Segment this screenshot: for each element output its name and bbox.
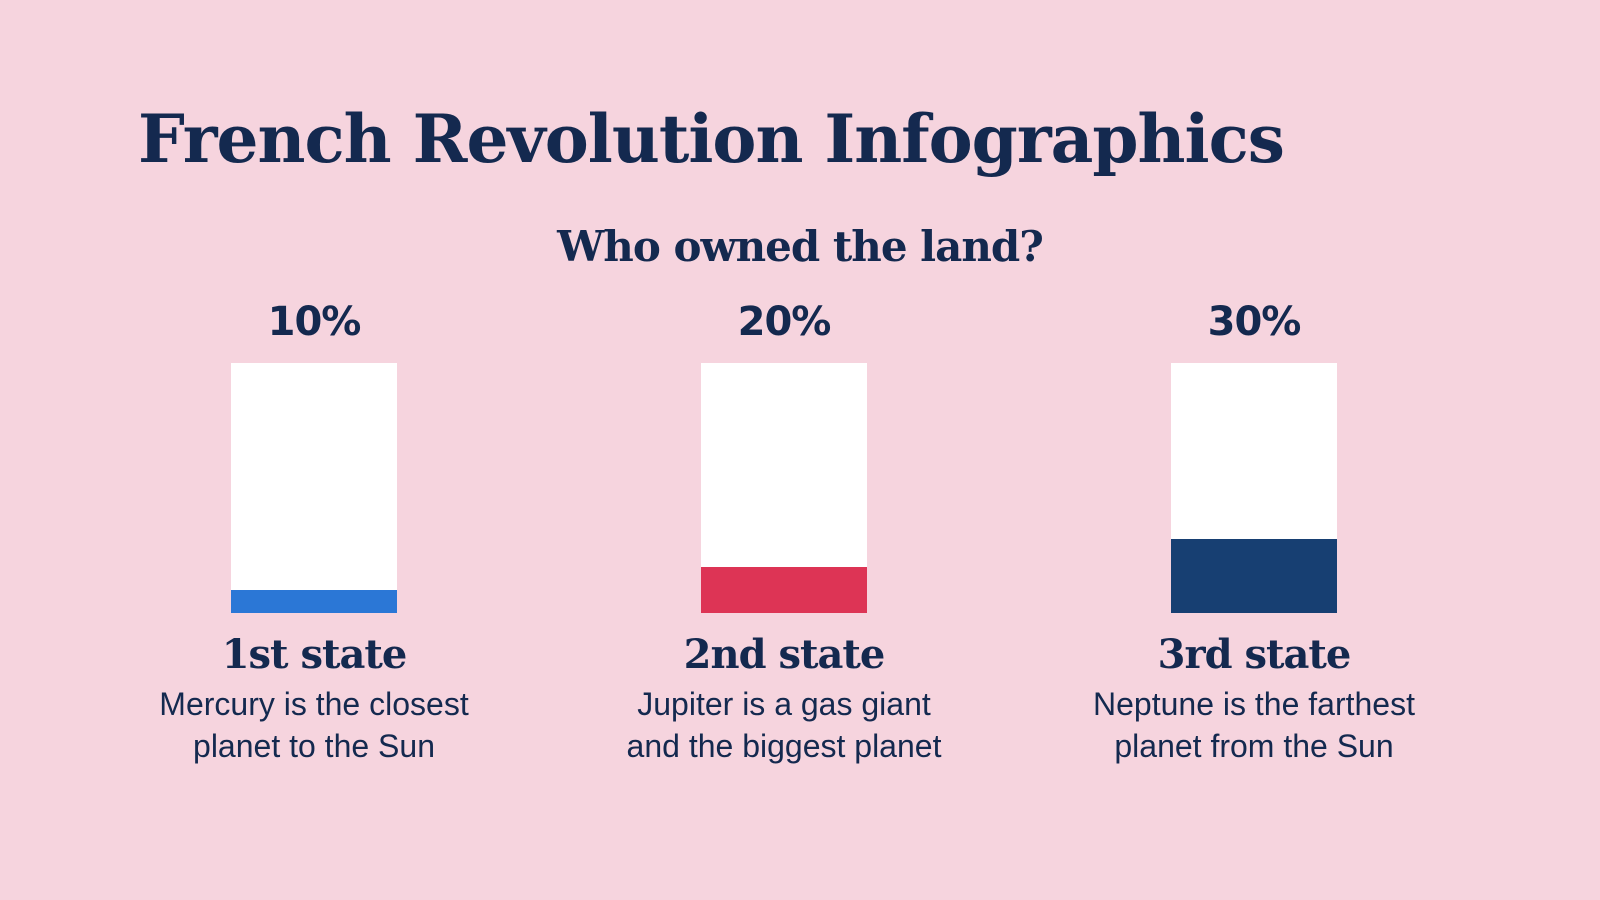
column-1st-state: 10% 1st state Mercury is the closest pla… [114,296,514,767]
category-description: Jupiter is a gas giant and the biggest p… [584,683,984,767]
description-line: planet to the Sun [193,728,435,764]
bar-fill [1171,539,1337,613]
category-label: 2nd state [683,631,886,678]
description-line: planet from the Sun [1114,728,1394,764]
category-label: 3rd state [1157,631,1352,678]
description-line: Mercury is the closest [159,686,469,722]
percent-label: 10% [267,299,362,345]
bar-fill [701,567,867,613]
category-label: 1st state [221,631,408,678]
column-2nd-state: 20% 2nd state Jupiter is a gas giant and… [584,296,984,767]
bar-track [231,363,397,613]
chart-subtitle: Who owned the land? [557,222,1044,271]
percent-label: 30% [1207,299,1302,345]
category-description: Neptune is the farthest planet from the … [1054,683,1454,767]
bar-track [701,363,867,613]
percent-label: 20% [737,299,832,345]
description-line: Jupiter is a gas giant [637,686,931,722]
column-3rd-state: 30% 3rd state Neptune is the farthest pl… [1054,296,1454,767]
description-line: Neptune is the farthest [1093,686,1415,722]
page-title: French Revolution Infographics [138,100,1285,178]
bar-track [1171,363,1337,613]
description-line: and the biggest planet [626,728,942,764]
bar-fill [231,590,397,613]
category-description: Mercury is the closest planet to the Sun [114,683,514,767]
